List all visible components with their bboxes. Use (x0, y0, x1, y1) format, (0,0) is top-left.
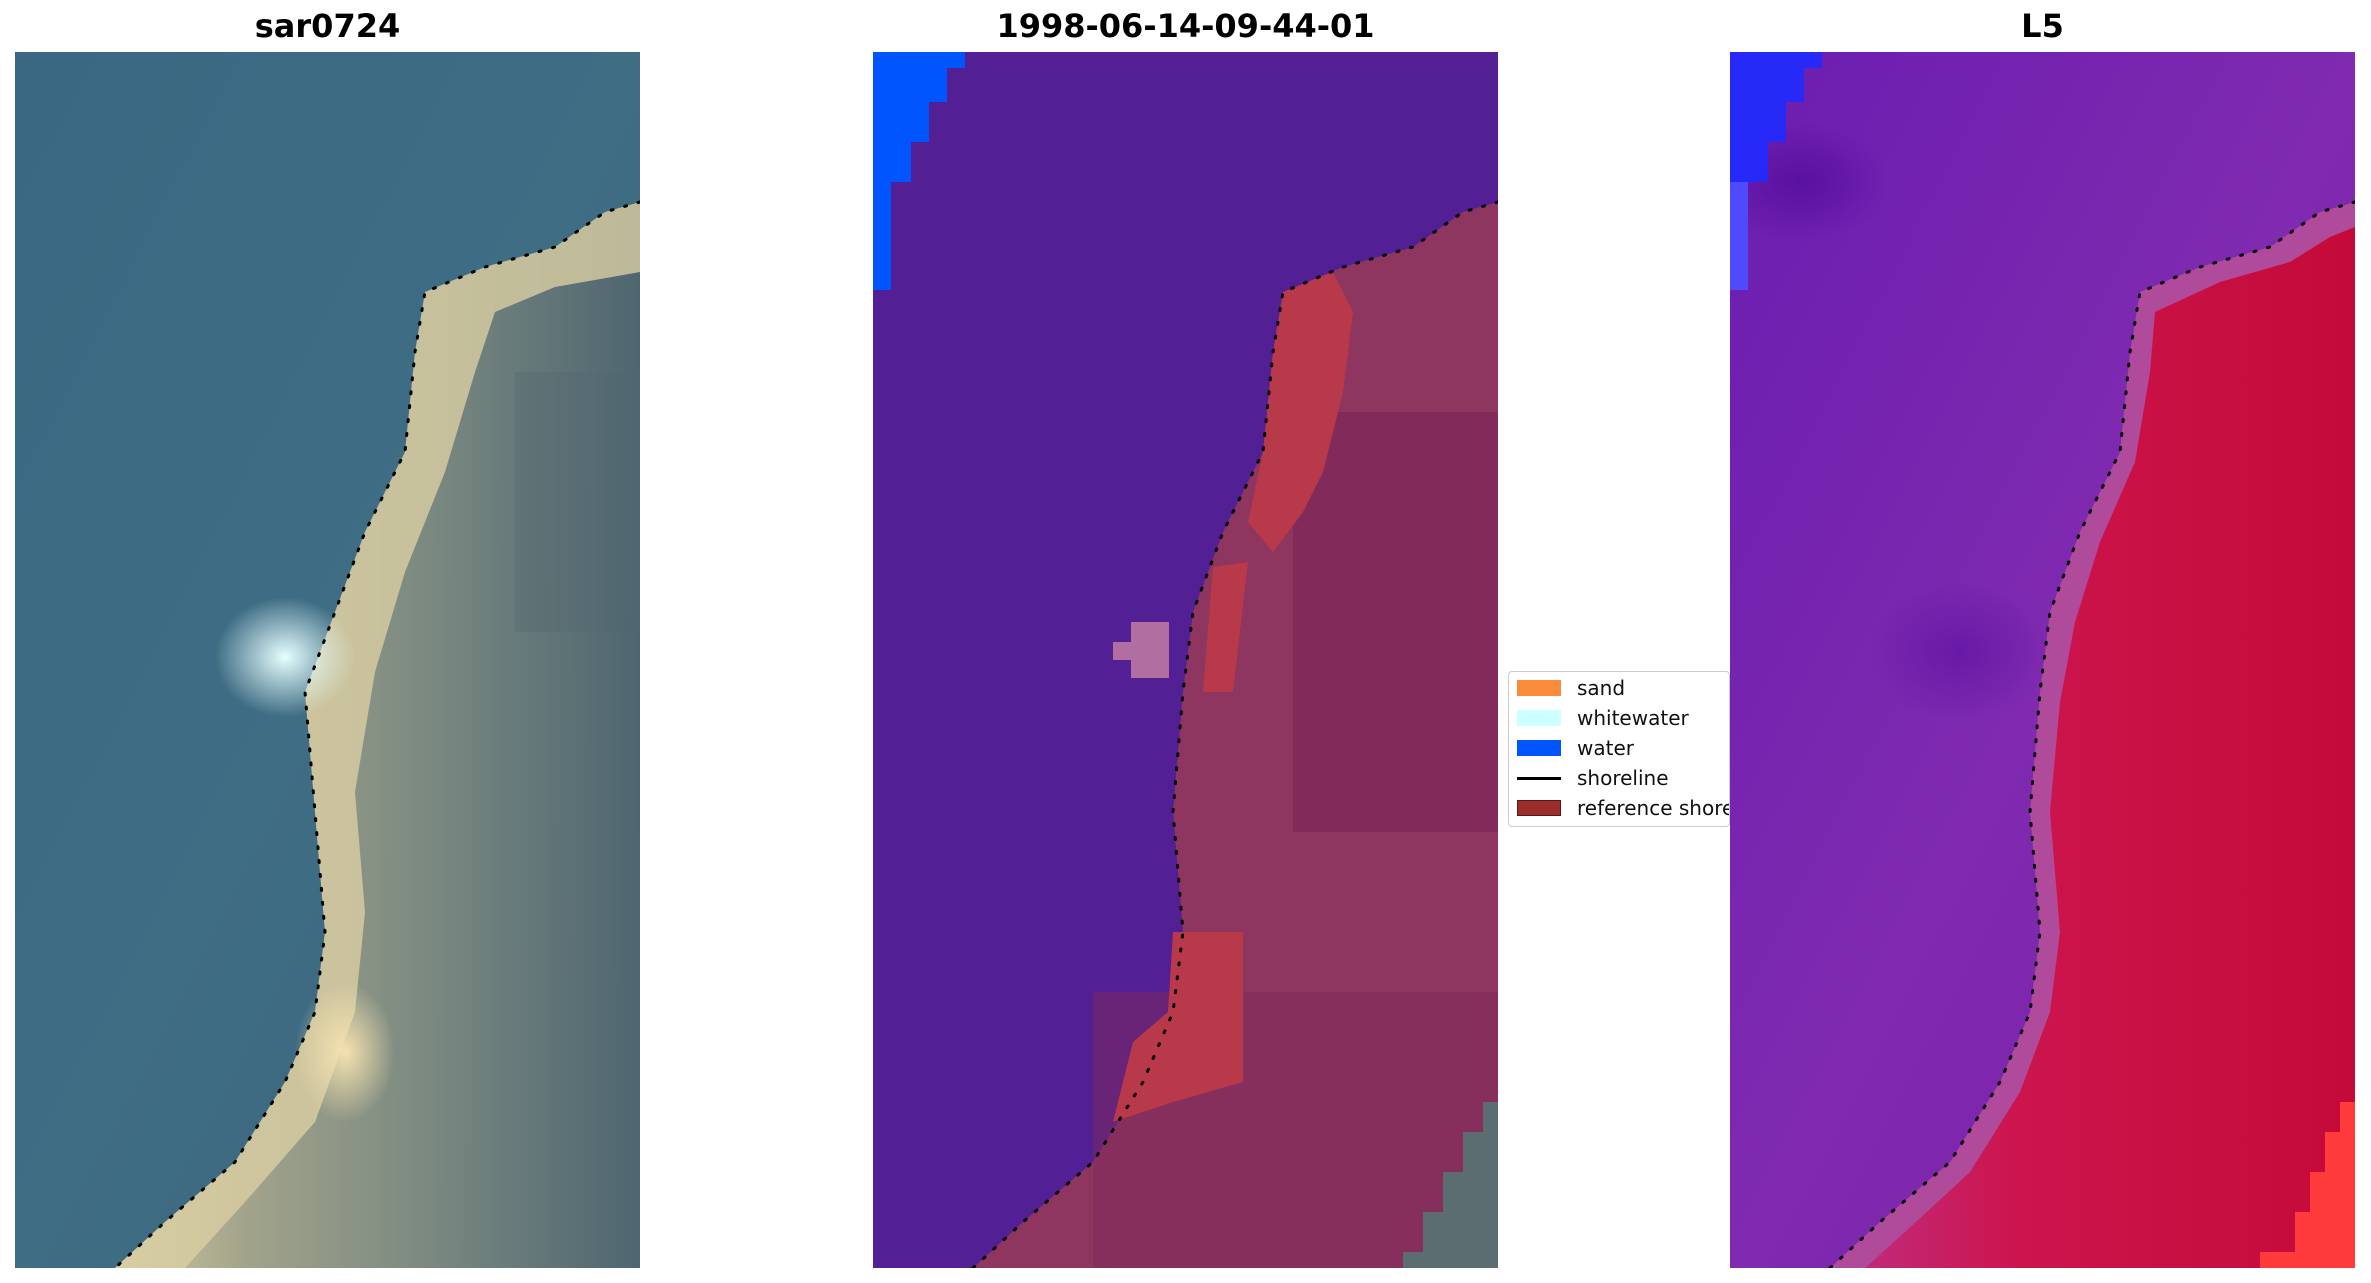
classification-image (873, 52, 1498, 1268)
legend-label-shoreline: shoreline (1577, 766, 1669, 790)
legend-item-whitewater: whitewater (1517, 704, 1689, 732)
whitewater-swatch (1517, 710, 1561, 726)
reference-shore-swatch (1517, 800, 1561, 816)
legend-item-reference-shore: reference shore (1517, 794, 1730, 822)
legend-label-whitewater: whitewater (1577, 706, 1689, 730)
shoreline-swatch (1517, 776, 1561, 780)
legend-item-water: water (1517, 734, 1634, 762)
sand-swatch (1517, 680, 1561, 696)
legend-item-sand: sand (1517, 674, 1625, 702)
panel-title-classification: 1998-06-14-09-44-01 (996, 7, 1375, 45)
rgb-image (15, 52, 640, 1268)
l5-image (1730, 52, 2355, 1268)
panel-title-rgb: sar0724 (254, 7, 401, 45)
l5-panel (1730, 52, 2355, 1268)
water-swatch (1517, 740, 1561, 756)
legend: sand whitewater water shoreline referenc… (1508, 671, 1730, 827)
legend-item-shoreline: shoreline (1517, 764, 1669, 792)
legend-label-reference-shore: reference shore (1577, 796, 1730, 820)
legend-label-water: water (1577, 736, 1634, 760)
panel-title-index: L5 (2021, 7, 2064, 45)
classification-panel (873, 52, 1498, 1268)
rgb-image-panel (15, 52, 640, 1268)
legend-label-sand: sand (1577, 676, 1626, 700)
